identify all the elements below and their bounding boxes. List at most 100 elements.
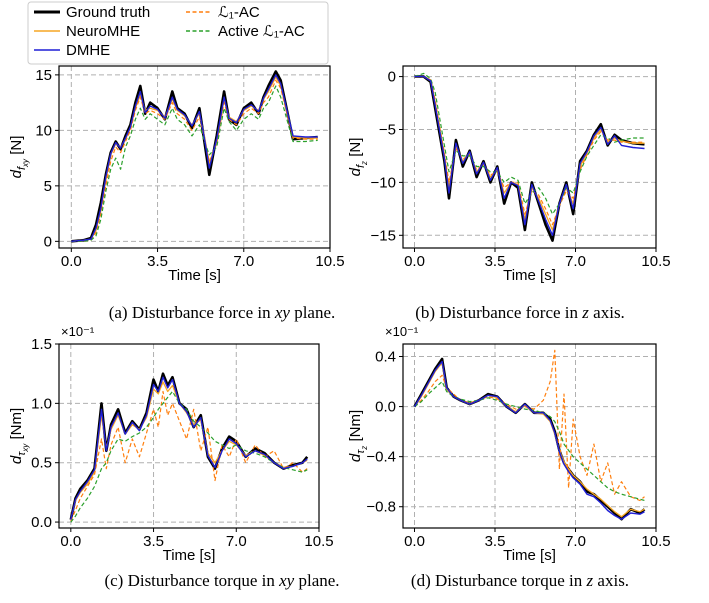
y-axis-label: dfz [N]	[347, 138, 369, 177]
series-line-ground-truth	[413, 357, 646, 521]
x-tick-label: 3.5	[485, 533, 506, 550]
y-label-symbol: d	[347, 167, 364, 176]
y-tick-label: 0.5	[31, 455, 52, 472]
y-tick-label: −0.4	[366, 449, 396, 466]
x-tick-label: 3.5	[143, 533, 164, 550]
y-label-subscript: τ	[16, 451, 28, 456]
x-tick-label: 3.5	[147, 253, 168, 270]
x-tick-label: 7.0	[565, 253, 586, 270]
x-tick-label: 7.0	[565, 533, 586, 550]
y-label-symbol: d	[8, 455, 25, 464]
y-tick-label: 0	[44, 233, 52, 250]
y-tick-label: 0	[388, 69, 396, 86]
y-label-subsubscript: z	[360, 446, 369, 451]
y-tick-label: 0.4	[375, 349, 396, 366]
caption-suffix: plane.	[294, 571, 339, 590]
y-tick-label: −15	[371, 227, 396, 244]
series-line-active-ac	[414, 72, 645, 215]
y-label-symbol: d	[8, 169, 25, 178]
legend-label: DMHE	[66, 42, 110, 59]
y-tick-label: −10	[371, 174, 396, 191]
caption-prefix: (a) Disturbance force in	[109, 303, 275, 322]
legend: Ground truth NeuroMHE DMHE ℒ₁-AC Active ℒ₁-A…	[27, 1, 329, 65]
series-line-active-ac	[70, 390, 308, 523]
y-label-unit: [Nm]	[8, 408, 25, 444]
legend-label: Active ℒ₁-AC	[218, 23, 305, 40]
x-tick-label: 0.0	[61, 253, 82, 270]
y-label-subscript: f	[16, 166, 28, 170]
axis-scale-label: ×10⁻¹	[385, 324, 419, 339]
x-axis-label: Time [s]	[168, 267, 221, 284]
y-label-subsubscript: xy	[21, 443, 30, 453]
series-line-dmhe	[71, 74, 318, 242]
x-axis-label: Time [s]	[503, 547, 556, 564]
y-tick-label: −5	[379, 121, 396, 138]
series-line--ac	[414, 349, 645, 502]
series-line-ground-truth	[414, 75, 645, 242]
legend-label: ℒ₁-AC	[218, 4, 260, 21]
y-label-subscript: f	[355, 164, 367, 168]
caption-math: z	[581, 303, 589, 322]
caption-suffix: axis.	[593, 571, 629, 590]
x-tick-label: 7.0	[233, 253, 254, 270]
y-label-subsubscript: z	[360, 161, 369, 166]
series-group	[413, 349, 646, 521]
caption-prefix: (b) Disturbance force in	[415, 303, 582, 322]
y-label-unit: [N]	[8, 136, 25, 159]
x-tick-label: 10.5	[315, 253, 344, 270]
x-tick-label: 0.0	[404, 533, 425, 550]
x-tick-label: 0.0	[60, 533, 81, 550]
caption-suffix: axis.	[589, 303, 625, 322]
y-label-unit: [N]	[347, 138, 364, 161]
y-tick-label: 1.0	[31, 395, 52, 412]
series-group	[414, 72, 645, 242]
y-axis-label: dτxy [Nm]	[8, 408, 30, 464]
series-line-neuromhe	[413, 362, 645, 518]
plot-frame	[402, 343, 657, 529]
y-tick-label: 1.5	[31, 336, 52, 353]
series-line--ac	[70, 390, 308, 522]
axis-scale-label: ×10⁻¹	[61, 324, 95, 339]
series-group	[71, 70, 318, 243]
subfigure-caption: (c) Disturbance torque in xy plane.	[104, 571, 339, 590]
caption-math: xy	[278, 571, 295, 590]
y-tick-label: −0.8	[366, 499, 396, 516]
series-line-dmhe	[70, 376, 308, 520]
series-line-active-ac	[71, 85, 318, 242]
series-group	[69, 372, 309, 523]
x-tick-label: 0.0	[404, 253, 425, 270]
caption-prefix: (d) Disturbance torque in	[411, 571, 587, 590]
series-line-active-ac	[414, 381, 645, 502]
series-line--ac	[414, 75, 645, 226]
legend-label: NeuroMHE	[66, 23, 140, 40]
y-tick-label: 10	[35, 122, 52, 139]
legend-label: Ground truth	[66, 4, 150, 21]
x-tick-label: 10.5	[304, 533, 333, 550]
plot-frame	[58, 343, 320, 529]
plot-frame	[402, 65, 657, 249]
y-tick-label: 15	[35, 67, 52, 84]
y-axis-label: dτz [Nm]	[347, 410, 369, 462]
series-line-dmhe	[414, 75, 645, 237]
y-label-symbol: d	[347, 453, 364, 462]
x-axis-label: Time [s]	[503, 267, 556, 284]
x-tick-label: 7.0	[226, 533, 247, 550]
y-label-subsubscript: xy	[21, 158, 30, 168]
caption-suffix: plane.	[290, 303, 335, 322]
y-axis-label: dfxy [N]	[8, 136, 30, 179]
series-line--ac	[71, 79, 318, 242]
subfigure-caption: (b) Disturbance force in z axis.	[415, 303, 625, 322]
subfigure-caption: (a) Disturbance force in xy plane.	[109, 303, 336, 322]
y-label-subscript: τ	[355, 449, 367, 454]
subfigure-caption: (d) Disturbance torque in z axis.	[411, 571, 629, 590]
caption-math: xy	[274, 303, 291, 322]
x-axis-label: Time [s]	[163, 547, 216, 564]
x-tick-label: 10.5	[641, 253, 670, 270]
y-label-unit: [Nm]	[347, 410, 364, 446]
caption-prefix: (c) Disturbance torque in	[104, 571, 279, 590]
legend-box	[27, 1, 329, 65]
